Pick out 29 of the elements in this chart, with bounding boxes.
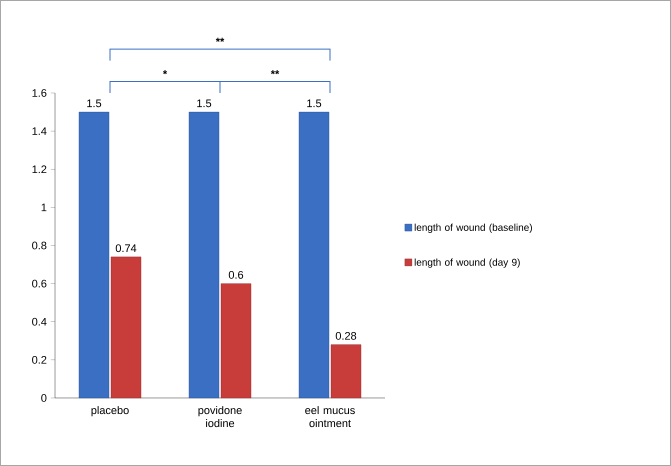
y-tick-label: 1.2	[32, 165, 46, 174]
bar	[78, 112, 110, 398]
text: **	[270, 70, 280, 74]
bar	[188, 112, 220, 398]
bar	[110, 256, 142, 398]
data-label: 0.6	[228, 271, 244, 279]
bar	[330, 344, 362, 398]
x-tick-label: eel mucus ointment	[305, 406, 355, 428]
data-label: 1.5	[307, 100, 322, 108]
legend-label: length of wound (baseline)	[414, 224, 532, 233]
bar	[298, 112, 330, 398]
y-tick-label: 0.8	[32, 242, 46, 250]
data-label: 0.74	[116, 244, 136, 252]
text: *	[162, 70, 168, 74]
legend-label: length of wound (day 9)	[414, 258, 520, 268]
data-label: 0.28	[336, 332, 356, 340]
x-tick-label: placebo	[92, 406, 129, 416]
data-label: 1.5	[197, 100, 212, 108]
y-tick-label: 1.4	[32, 127, 47, 135]
y-tick-label: 1	[42, 204, 46, 212]
data-label: 1.5	[87, 100, 102, 108]
y-tick-label: 0.6	[32, 280, 46, 288]
y-tick-label: 0.4	[32, 318, 47, 326]
bar	[220, 283, 252, 398]
y-tick-label: 0	[41, 394, 46, 402]
y-tick-label: 1.6	[32, 89, 46, 97]
text: **	[216, 38, 224, 42]
x-tick-label: povidone iodine	[198, 406, 242, 428]
y-tick-label: 0.2	[32, 356, 46, 364]
